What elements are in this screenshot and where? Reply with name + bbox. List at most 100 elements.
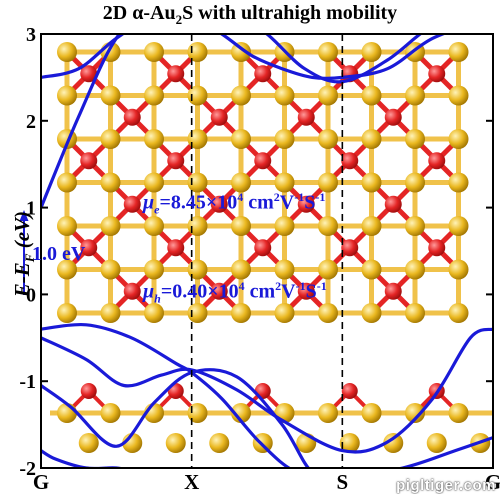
band-line-2 [41, 34, 447, 81]
sulfur-atom [80, 152, 98, 170]
gold-atom [100, 85, 121, 106]
gold-atom [361, 85, 382, 106]
gold-atom [274, 216, 295, 236]
y-tick-label: -1 [19, 371, 36, 393]
gold-atom [231, 403, 251, 423]
gold-atom [405, 259, 425, 280]
gold-atom [144, 129, 164, 149]
gold-atom [144, 172, 164, 193]
gold-atom [361, 216, 382, 236]
gold-atom [318, 259, 338, 280]
y-axis-ticks: -2 -1 0 1 2 3 [19, 24, 493, 480]
gold-atom [448, 129, 469, 149]
gold-atom [448, 216, 469, 236]
y-tick-label: 1 [26, 198, 36, 220]
gold-atom [187, 42, 208, 62]
gold-atom [100, 172, 121, 193]
sulfur-atom [167, 239, 185, 257]
y-tick-label: 0 [26, 284, 36, 306]
gold-atom [405, 172, 425, 193]
sulfur-atom [428, 239, 446, 257]
sulfur-atom [210, 108, 228, 126]
sulfur-atom [254, 152, 272, 170]
band-line-6 [41, 449, 128, 468]
gold-atom [361, 42, 382, 62]
gold-atom [448, 42, 469, 62]
gold-atom [274, 129, 295, 149]
sulfur-atom [297, 108, 315, 126]
electron-mobility-annotation: μe=8.45×104 cm2V-1S-1 [143, 190, 326, 217]
gold-atom [57, 259, 77, 280]
gold-atom [165, 433, 186, 453]
x-tick-label: X [184, 470, 199, 494]
sulfur-atom [428, 152, 446, 170]
band-lines [41, 34, 493, 468]
sulfur-atom [384, 282, 402, 300]
sulfur-atom [210, 195, 228, 213]
sulfur-atom [384, 108, 402, 126]
x-tick-label: G [485, 470, 500, 494]
gold-atom [57, 42, 77, 62]
gold-atom [274, 172, 295, 193]
gold-atom [448, 303, 469, 323]
sulfur-atom [167, 65, 185, 83]
x-tick-label: S [336, 470, 348, 494]
gold-atom [144, 303, 164, 323]
gold-atom [405, 129, 425, 149]
band-gap-label: 1.0 eV [32, 243, 86, 265]
sulfur-atom [210, 282, 228, 300]
gold-atom [187, 259, 208, 280]
band-line-4 [41, 327, 493, 454]
gold-atom [100, 216, 121, 236]
gold-atom [144, 42, 164, 62]
gold-atom [318, 172, 338, 193]
sulfur-atom [80, 65, 98, 83]
hole-mobility-annotation: μh=0.40×104 cm2V-1S-1 [143, 279, 327, 306]
sulfur-atom [341, 383, 358, 399]
y-tick-label: 3 [26, 24, 36, 46]
gold-atom [57, 403, 77, 423]
gold-atom [274, 85, 295, 106]
watermark: pigltiger.com [396, 477, 496, 494]
gold-atom [318, 303, 338, 323]
gold-atom [318, 403, 338, 423]
sulfur-atom [341, 239, 359, 257]
gold-atom [187, 303, 208, 323]
sulfur-atom [384, 195, 402, 213]
gold-atom [274, 259, 295, 280]
gold-atom [57, 303, 77, 323]
gold-atom [231, 216, 251, 236]
gold-atom [100, 303, 121, 323]
gold-atom [448, 172, 469, 193]
gold-atom [448, 403, 469, 423]
gold-atom [57, 216, 77, 236]
sulfur-atom [297, 282, 315, 300]
gold-atom [361, 129, 382, 149]
gold-atom [448, 259, 469, 280]
gold-atom [231, 172, 251, 193]
gold-atom [318, 85, 338, 106]
gold-atom [318, 42, 338, 62]
sulfur-atom [167, 152, 185, 170]
gold-atom [100, 259, 121, 280]
gold-atom [144, 259, 164, 280]
band-line-3 [41, 322, 493, 468]
gold-atom [209, 433, 230, 453]
sulfur-atom [254, 65, 272, 83]
x-tick-label: G [33, 470, 49, 494]
gold-atom [187, 85, 208, 106]
gold-atom [187, 129, 208, 149]
gold-atom [187, 216, 208, 236]
gold-atom [231, 259, 251, 280]
gold-atom [383, 433, 404, 453]
gold-atom [318, 216, 338, 236]
gold-atom [100, 403, 121, 423]
sulfur-atom [297, 195, 315, 213]
gold-atom [361, 172, 382, 193]
sulfur-atom [123, 195, 141, 213]
gold-atom [405, 216, 425, 236]
gap-arrow [19, 210, 29, 295]
sulfur-atom [428, 65, 446, 83]
